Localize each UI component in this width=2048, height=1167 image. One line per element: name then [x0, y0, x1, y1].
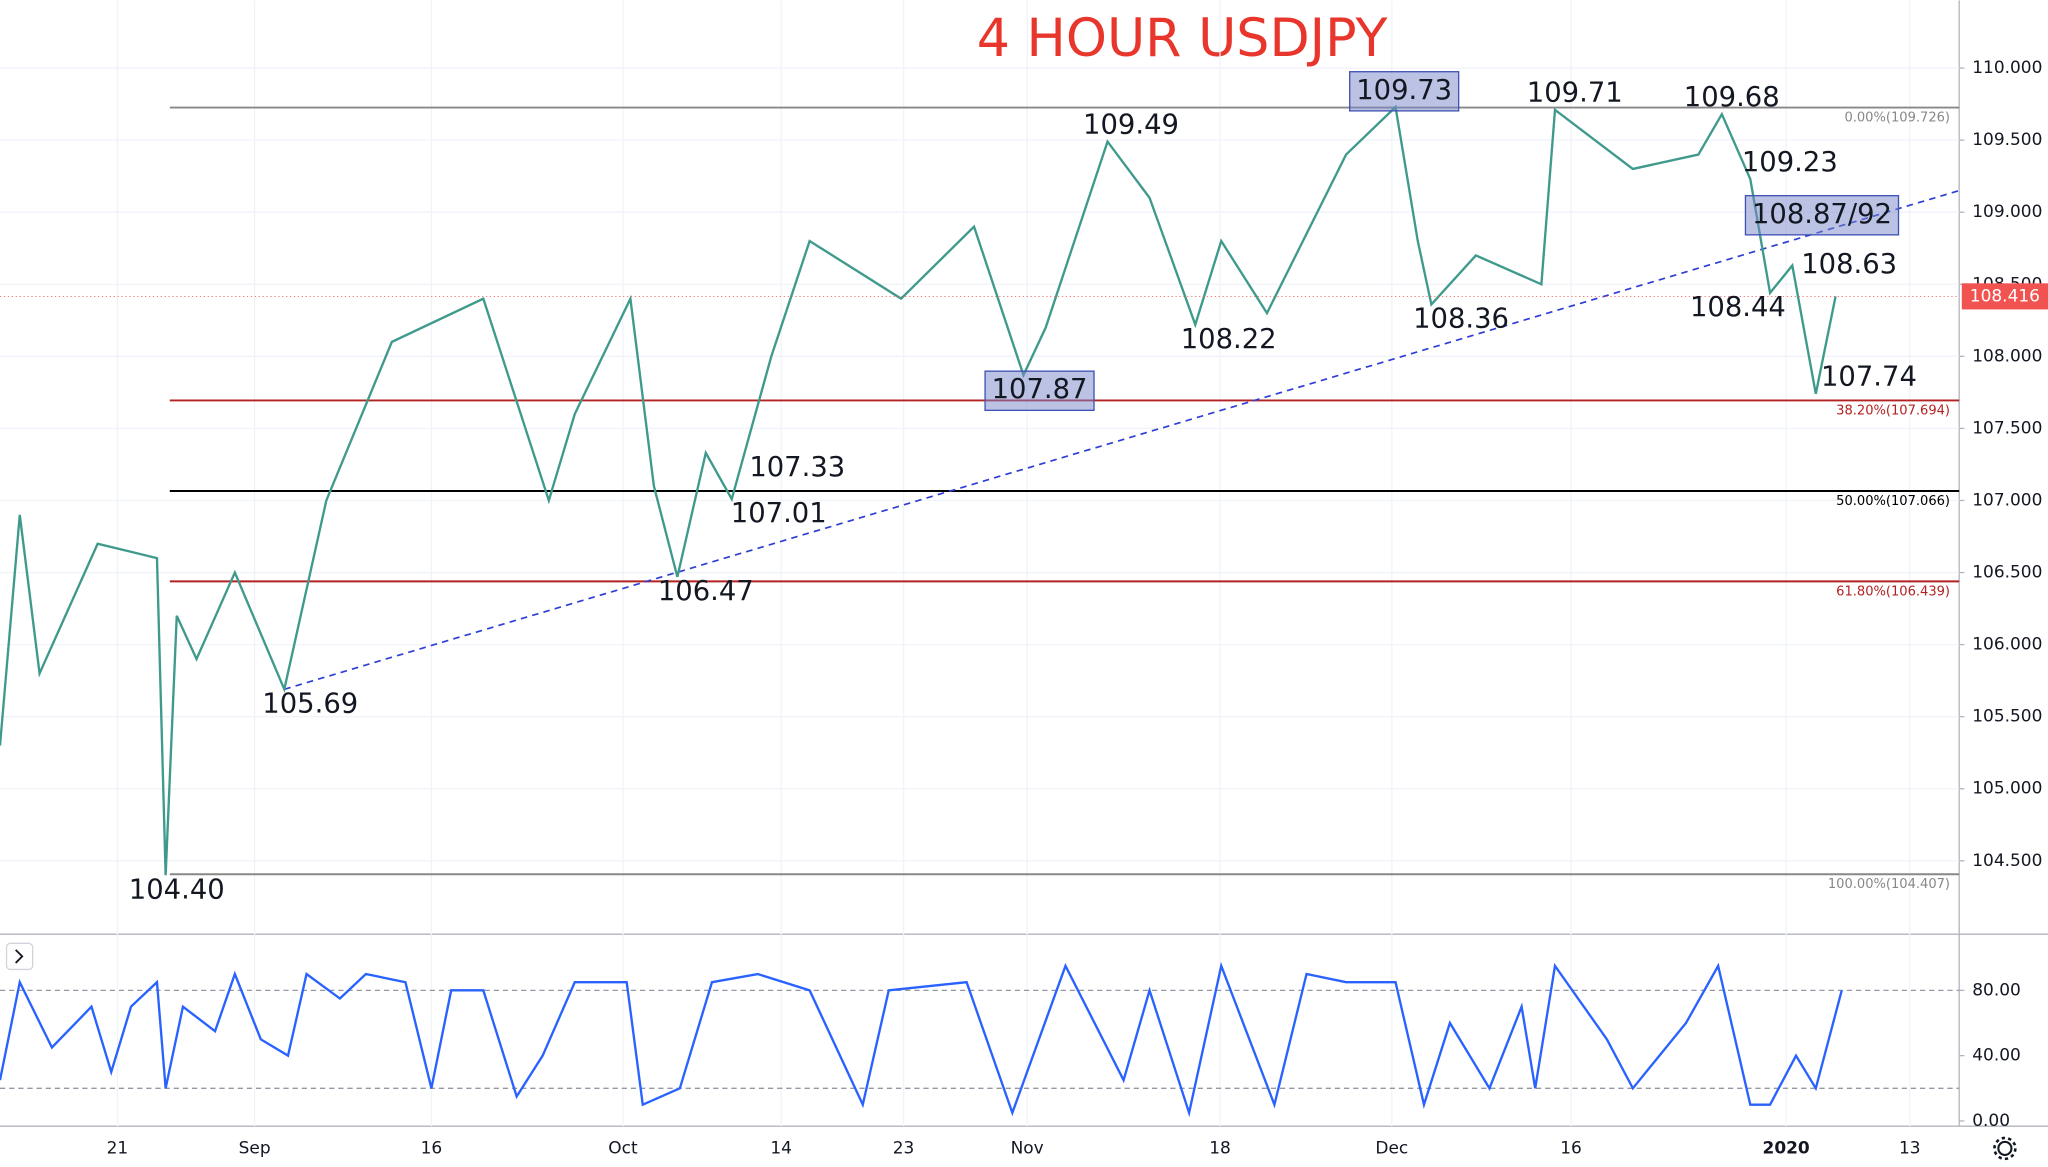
price-annotation: 109.49: [1083, 109, 1179, 140]
x-tick-label: 13: [1899, 1138, 1921, 1158]
y-tick-label: 105.500: [1972, 707, 2042, 727]
fib-label: 61.80%(106.439): [1836, 584, 1950, 599]
price-annotation: 106.47: [658, 576, 754, 607]
x-tick-label: 21: [107, 1138, 129, 1158]
price-annotation: 109.68: [1684, 82, 1780, 113]
x-tick-label: 23: [893, 1138, 915, 1158]
price-annotation: 109.23: [1742, 147, 1838, 178]
x-tick-label: Nov: [1011, 1138, 1044, 1158]
y-tick-label: 107.500: [1972, 418, 2042, 438]
y-tick-label: 105.000: [1972, 779, 2042, 799]
annotation-box: [984, 370, 1095, 411]
y-tick-label: 0.00: [1972, 1111, 2010, 1131]
price-annotation: 104.40: [129, 874, 225, 905]
price-annotation: 109.73: [1356, 75, 1452, 106]
price-annotation: 108.22: [1181, 324, 1277, 355]
price-annotation: 107.74: [1821, 362, 1917, 393]
last-price-label: 108.416: [1970, 286, 2040, 306]
x-tick-label: 16: [421, 1138, 443, 1158]
x-tick-label: 2020: [1763, 1138, 1810, 1158]
price-annotation: 109.71: [1527, 78, 1623, 109]
price-line: [0, 961, 1843, 1118]
y-tick-label: 40.00: [1972, 1046, 2021, 1066]
fib-label: 50.00%(107.066): [1836, 494, 1950, 509]
y-tick-label: 107.000: [1972, 490, 2042, 510]
x-tick-label: 16: [1560, 1138, 1582, 1158]
y-tick-label: 80.00: [1972, 980, 2021, 1000]
settings-gear[interactable]: [1993, 1136, 2017, 1161]
annotation-box: [1744, 195, 1900, 236]
y-tick-label: 108.000: [1972, 346, 2042, 366]
fib-label: 38.20%(107.694): [1836, 403, 1950, 418]
annotation-box: [1349, 71, 1460, 112]
y-tick-label: 104.500: [1972, 851, 2042, 871]
trendline: [284, 189, 1960, 691]
y-tick-label: 106.500: [1972, 563, 2042, 583]
price-annotation: 108.63: [1801, 249, 1897, 280]
price-annotation: 108.87/92: [1752, 199, 1892, 230]
y-tick-label: 109.000: [1972, 202, 2042, 222]
x-tick-label: Dec: [1375, 1138, 1408, 1158]
fib-label: 0.00%(109.726): [1844, 111, 1950, 126]
price-line: [0, 104, 1837, 876]
price-annotation: 108.44: [1690, 292, 1786, 323]
y-tick-label: 106.000: [1972, 635, 2042, 655]
x-tick-label: 18: [1209, 1138, 1231, 1158]
y-tick-label: 109.500: [1972, 130, 2042, 150]
price-annotation: 107.87: [992, 374, 1088, 405]
x-tick-label: 14: [770, 1138, 792, 1158]
price-annotation: 107.33: [749, 452, 845, 483]
fib-label: 100.00%(104.407): [1828, 877, 1950, 892]
price-annotation: 108.36: [1413, 304, 1509, 335]
price-annotation: 105.69: [262, 688, 358, 719]
x-tick-label: Oct: [608, 1138, 638, 1158]
collapse-button[interactable]: [5, 942, 34, 971]
y-tick-label: 110.000: [1972, 58, 2042, 78]
chart-title: 4 HOUR USDJPY: [977, 9, 1389, 69]
last-price-box: [1961, 283, 2048, 310]
x-tick-label: Sep: [239, 1138, 271, 1158]
price-annotation: 107.01: [731, 498, 827, 529]
